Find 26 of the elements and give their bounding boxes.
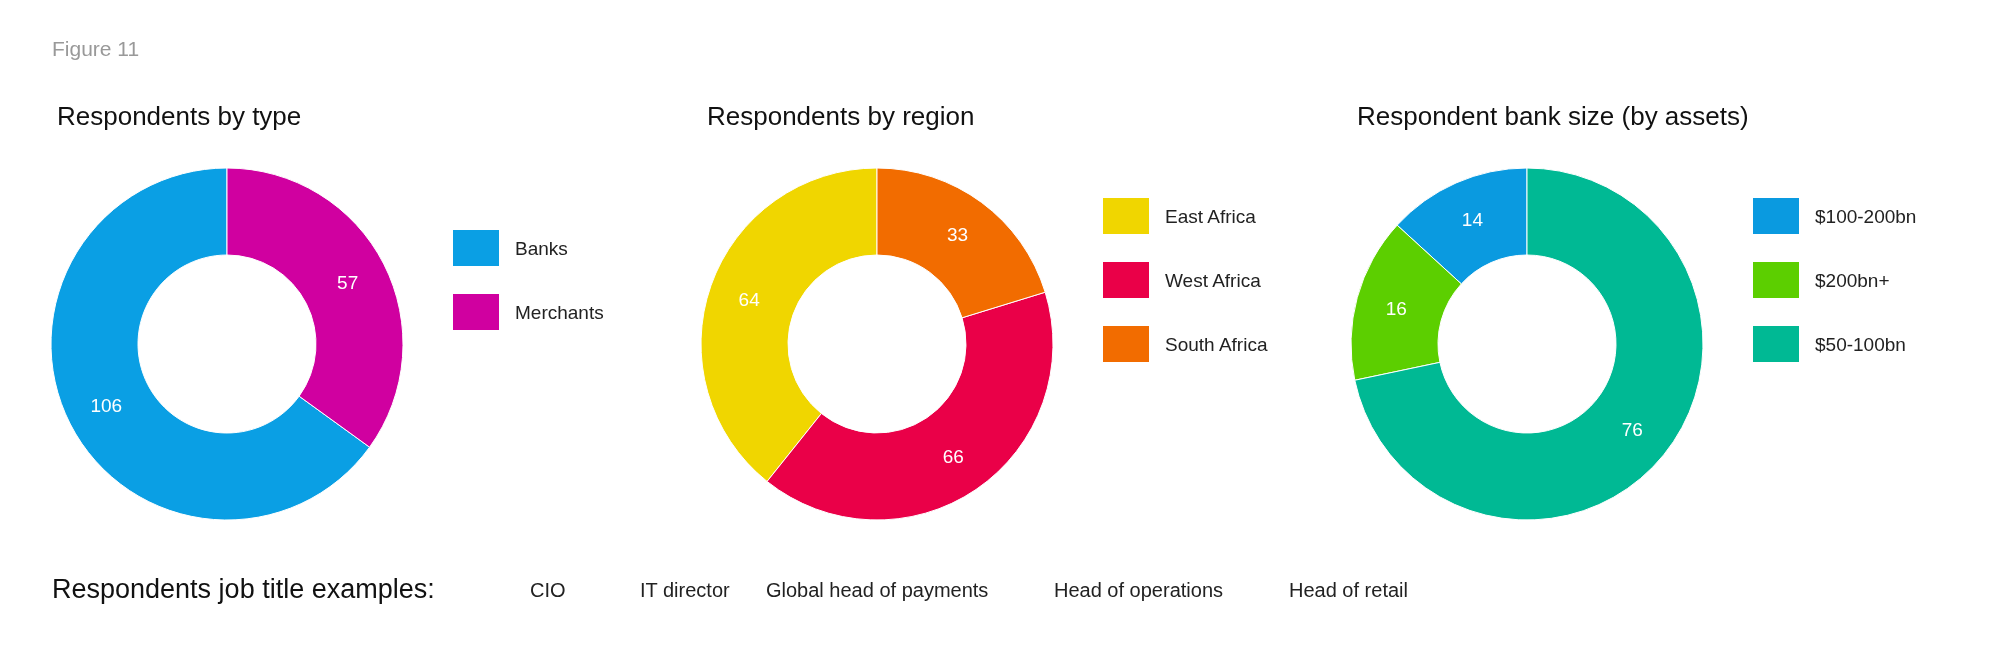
legend-label: West Africa xyxy=(1165,269,1262,291)
legend-label: Merchants xyxy=(515,301,604,323)
legend-label: Banks xyxy=(515,237,568,259)
text: CIO xyxy=(530,579,566,602)
legend-label: $100-200bn xyxy=(1815,205,1917,227)
legend-label: $50-100bn xyxy=(1815,333,1906,355)
chart-title: Respondent bank size (by assets) xyxy=(1357,101,1749,131)
data-label: 76 xyxy=(1621,418,1643,440)
data-label: 64 xyxy=(738,288,761,310)
caption: Figure 11 xyxy=(52,37,140,60)
legend-label: $200bn+ xyxy=(1815,269,1890,291)
legend-label: East Africa xyxy=(1165,205,1257,227)
chart-title: Respondents by region xyxy=(707,101,975,131)
data-label: 57 xyxy=(337,271,359,293)
data-label: 14 xyxy=(1461,209,1484,231)
legend-label: South Africa xyxy=(1165,333,1268,355)
text: IT director xyxy=(640,579,730,602)
data-label: 106 xyxy=(90,395,123,417)
text: Head of retail xyxy=(1289,579,1408,602)
data-label: 66 xyxy=(942,445,964,467)
data-label: 16 xyxy=(1385,297,1407,319)
chart-title: Respondents by type xyxy=(57,101,302,131)
data-label: 33 xyxy=(946,224,969,246)
text: Global head of payments xyxy=(766,579,989,602)
text: Respondents job title examples: xyxy=(52,574,435,605)
text: Head of operations xyxy=(1054,579,1224,602)
